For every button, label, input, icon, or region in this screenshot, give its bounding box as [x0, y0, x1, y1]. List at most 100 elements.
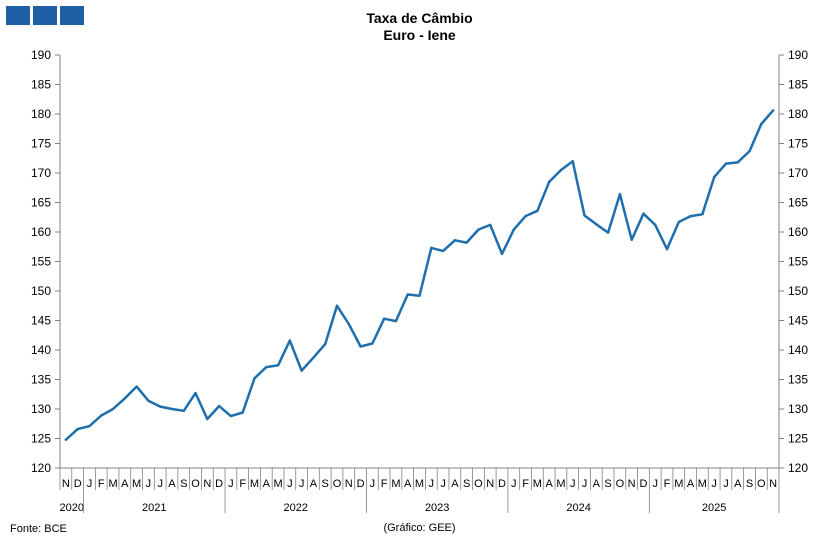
- data-point: [430, 246, 433, 250]
- y-tick-label-right: 135: [788, 373, 808, 387]
- x-year-label: 2021: [142, 502, 166, 514]
- data-point: [771, 109, 775, 112]
- x-month-label: F: [98, 478, 105, 490]
- x-month-label: O: [757, 478, 766, 490]
- x-month-label: D: [357, 478, 365, 490]
- x-month-label: D: [74, 478, 82, 490]
- x-year-label: 2025: [702, 502, 726, 514]
- y-tick-label-left: 180: [31, 107, 51, 121]
- data-point: [359, 345, 362, 348]
- chart-title-line2: Euro - Iene: [383, 27, 456, 43]
- x-month-label: N: [628, 478, 636, 490]
- data-point: [217, 404, 221, 408]
- x-month-label: J: [157, 478, 163, 490]
- x-month-label: J: [440, 478, 446, 490]
- data-point: [453, 239, 457, 242]
- x-month-label: M: [250, 478, 259, 490]
- y-tick-label-right: 160: [788, 225, 808, 239]
- data-point: [418, 294, 421, 297]
- x-month-label: J: [582, 478, 588, 490]
- x-month-label: N: [769, 478, 777, 490]
- data-point: [194, 391, 197, 395]
- data-point: [677, 220, 681, 224]
- data-point: [206, 417, 209, 421]
- y-tick-label-left: 170: [31, 166, 51, 180]
- data-point: [265, 365, 268, 369]
- y-tick-label-right: 165: [788, 196, 808, 210]
- x-month-label: A: [593, 478, 601, 490]
- y-tick-label-right: 185: [788, 78, 808, 92]
- data-point: [642, 212, 645, 215]
- data-point: [324, 342, 327, 346]
- x-month-label: F: [522, 478, 529, 490]
- data-point: [524, 214, 527, 218]
- y-tick-label-left: 120: [31, 461, 51, 475]
- x-month-label: J: [511, 478, 517, 490]
- x-month-label: M: [273, 478, 282, 490]
- data-point: [100, 414, 103, 417]
- x-month-label: N: [203, 478, 211, 490]
- x-month-label: M: [108, 478, 117, 490]
- data-point: [606, 231, 610, 234]
- y-tick-label-left: 125: [31, 432, 51, 446]
- x-month-label: S: [463, 478, 470, 490]
- y-tick-label-right: 145: [788, 314, 808, 328]
- data-point: [88, 424, 91, 428]
- chart-title-line1: Taxa de Câmbio: [366, 10, 473, 26]
- data-point: [276, 364, 280, 367]
- data-point: [347, 322, 350, 326]
- data-point: [158, 405, 162, 408]
- x-month-label: J: [87, 478, 93, 490]
- x-month-label: J: [652, 478, 658, 490]
- y-tick-label-right: 125: [788, 432, 808, 446]
- x-month-label: J: [146, 478, 152, 490]
- y-tick-label-right: 175: [788, 137, 808, 151]
- credit-label: (Gráfico: GEE): [383, 522, 456, 534]
- x-month-label: M: [391, 478, 400, 490]
- x-month-label: J: [287, 478, 293, 490]
- data-point: [394, 319, 398, 323]
- x-month-label: M: [674, 478, 683, 490]
- data-point: [111, 407, 115, 411]
- data-point: [712, 175, 716, 179]
- x-month-label: A: [545, 478, 553, 490]
- data-point: [477, 228, 480, 231]
- data-point: [465, 241, 468, 244]
- x-year-label: 2024: [566, 502, 590, 514]
- x-month-label: A: [451, 478, 459, 490]
- data-point: [441, 249, 445, 253]
- x-month-label: J: [370, 478, 376, 490]
- chart-title: Taxa de Câmbio Euro - Iene: [0, 10, 839, 44]
- data-point: [371, 342, 374, 345]
- x-month-label: D: [215, 478, 223, 490]
- y-tick-label-left: 145: [31, 314, 51, 328]
- data-point: [76, 427, 79, 431]
- data-point: [547, 180, 551, 184]
- data-point: [595, 223, 598, 226]
- y-tick-label-left: 175: [31, 137, 51, 151]
- data-point: [64, 438, 68, 441]
- data-point: [253, 377, 256, 380]
- data-point: [536, 209, 539, 212]
- y-tick-label-right: 180: [788, 107, 808, 121]
- x-month-label: A: [404, 478, 412, 490]
- x-month-label: S: [604, 478, 611, 490]
- data-point: [147, 399, 150, 402]
- y-tick-label-right: 150: [788, 284, 808, 298]
- x-month-label: N: [486, 478, 494, 490]
- y-tick-label-left: 155: [31, 255, 51, 269]
- source-label: Fonte: BCE: [10, 523, 67, 535]
- data-point: [406, 293, 409, 296]
- y-tick-label-left: 140: [31, 343, 51, 357]
- data-point: [571, 160, 574, 163]
- data-point: [312, 356, 315, 359]
- x-month-label: M: [415, 478, 424, 490]
- x-month-label: D: [498, 478, 506, 490]
- x-month-label: A: [734, 478, 742, 490]
- data-point: [654, 223, 657, 227]
- logo-block: [33, 6, 57, 25]
- data-point: [748, 149, 751, 153]
- x-month-label: A: [168, 478, 176, 490]
- x-month-label: J: [299, 478, 305, 490]
